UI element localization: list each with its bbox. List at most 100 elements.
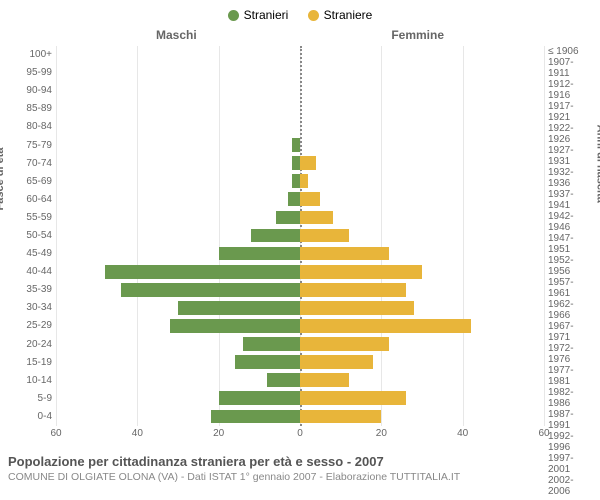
- y-tick-left: 100+: [6, 46, 56, 64]
- bar-row: [56, 208, 544, 226]
- y-tick-right: 1997-2001: [544, 453, 594, 475]
- bar-male: [251, 229, 300, 243]
- legend-swatch-male: [228, 10, 239, 21]
- column-headers: Maschi Femmine: [6, 28, 594, 46]
- bar-row: [56, 46, 544, 64]
- bar-row: [56, 226, 544, 244]
- bar-row: [56, 263, 544, 281]
- x-tick: 40: [457, 428, 468, 439]
- bar-female: [300, 192, 320, 206]
- bar-male: [170, 319, 300, 333]
- header-female: Femmine: [391, 28, 444, 42]
- y-tick-right: 1947-1951: [544, 233, 594, 255]
- y-tick-left: 50-54: [6, 226, 56, 244]
- y-axis-left: 100+95-9990-9485-8980-8475-7970-7465-696…: [6, 46, 56, 426]
- bar-row: [56, 281, 544, 299]
- x-tick: 20: [376, 428, 387, 439]
- y-axis-title-right: Anni di nascita: [594, 124, 600, 202]
- bar-male: [243, 337, 300, 351]
- bar-row: [56, 100, 544, 118]
- y-tick-left: 30-34: [6, 299, 56, 317]
- y-tick-right: 1907-1911: [544, 57, 594, 79]
- y-tick-left: 60-64: [6, 190, 56, 208]
- chart-subtitle: COMUNE DI OLGIATE OLONA (VA) - Dati ISTA…: [8, 471, 592, 483]
- chart-container: Stranieri Straniere Maschi Femmine Fasce…: [0, 0, 600, 500]
- x-tick: 20: [213, 428, 224, 439]
- y-tick-right: 1987-1991: [544, 409, 594, 431]
- y-tick-left: 65-69: [6, 172, 56, 190]
- y-tick-left: 10-14: [6, 371, 56, 389]
- y-tick-right: ≤ 1906: [544, 46, 594, 57]
- y-tick-left: 85-89: [6, 100, 56, 118]
- bar-male: [267, 373, 300, 387]
- y-tick-right: 1982-1986: [544, 387, 594, 409]
- y-tick-left: 80-84: [6, 118, 56, 136]
- bar-male: [276, 211, 300, 225]
- x-axis: 6040200204060: [56, 428, 544, 448]
- y-tick-left: 15-19: [6, 353, 56, 371]
- bar-female: [300, 337, 389, 351]
- bar-row: [56, 371, 544, 389]
- bar-female: [300, 174, 308, 188]
- legend-item-male: Stranieri: [228, 8, 289, 22]
- bar-female: [300, 355, 373, 369]
- y-tick-left: 95-99: [6, 64, 56, 82]
- y-tick-left: 5-9: [6, 389, 56, 407]
- y-tick-left: 35-39: [6, 281, 56, 299]
- bar-row: [56, 335, 544, 353]
- bar-male: [178, 301, 300, 315]
- y-tick-left: 25-29: [6, 317, 56, 335]
- x-tick: 60: [50, 428, 61, 439]
- y-tick-right: 1992-1996: [544, 431, 594, 453]
- y-axis-title-left: Fasce di età: [0, 147, 6, 210]
- y-tick-right: 1977-1981: [544, 365, 594, 387]
- bar-row: [56, 64, 544, 82]
- grid-line: [544, 46, 545, 426]
- y-tick-left: 0-4: [6, 407, 56, 425]
- bar-rows: [56, 46, 544, 426]
- bar-male: [219, 391, 300, 405]
- x-tick: 0: [297, 428, 303, 439]
- bar-row: [56, 245, 544, 263]
- bar-female: [300, 247, 389, 261]
- y-tick-left: 40-44: [6, 263, 56, 281]
- bar-female: [300, 410, 381, 424]
- bar-male: [292, 156, 300, 170]
- bar-row: [56, 154, 544, 172]
- bar-female: [300, 301, 414, 315]
- y-axis-right: ≤ 19061907-19111912-19161917-19211922-19…: [544, 46, 594, 426]
- bar-male: [211, 410, 300, 424]
- legend-swatch-female: [308, 10, 319, 21]
- header-male: Maschi: [156, 28, 197, 42]
- y-tick-right: 1942-1946: [544, 211, 594, 233]
- legend-label-female: Straniere: [324, 8, 373, 22]
- y-tick-right: 1972-1976: [544, 343, 594, 365]
- y-tick-right: 1952-1956: [544, 255, 594, 277]
- bar-female: [300, 373, 349, 387]
- x-tick: 60: [538, 428, 549, 439]
- bar-male: [235, 355, 300, 369]
- bar-female: [300, 265, 422, 279]
- y-tick-left: 90-94: [6, 82, 56, 100]
- bar-row: [56, 118, 544, 136]
- bar-row: [56, 190, 544, 208]
- bar-female: [300, 156, 316, 170]
- y-tick-right: 1937-1941: [544, 189, 594, 211]
- legend-item-female: Straniere: [308, 8, 373, 22]
- bar-female: [300, 391, 406, 405]
- bar-female: [300, 229, 349, 243]
- chart-footer: Popolazione per cittadinanza straniera p…: [6, 454, 594, 483]
- bar-male: [292, 138, 300, 152]
- bar-male: [292, 174, 300, 188]
- bars-area: [56, 46, 544, 426]
- y-tick-right: 1962-1966: [544, 299, 594, 321]
- y-tick-left: 20-24: [6, 335, 56, 353]
- bar-row: [56, 172, 544, 190]
- bar-row: [56, 317, 544, 335]
- y-tick-right: 1912-1916: [544, 79, 594, 101]
- bar-row: [56, 389, 544, 407]
- plot-area: Fasce di età Anni di nascita 100+95-9990…: [6, 46, 594, 426]
- y-tick-left: 70-74: [6, 154, 56, 172]
- y-tick-right: 1922-1926: [544, 123, 594, 145]
- y-tick-right: 1927-1931: [544, 145, 594, 167]
